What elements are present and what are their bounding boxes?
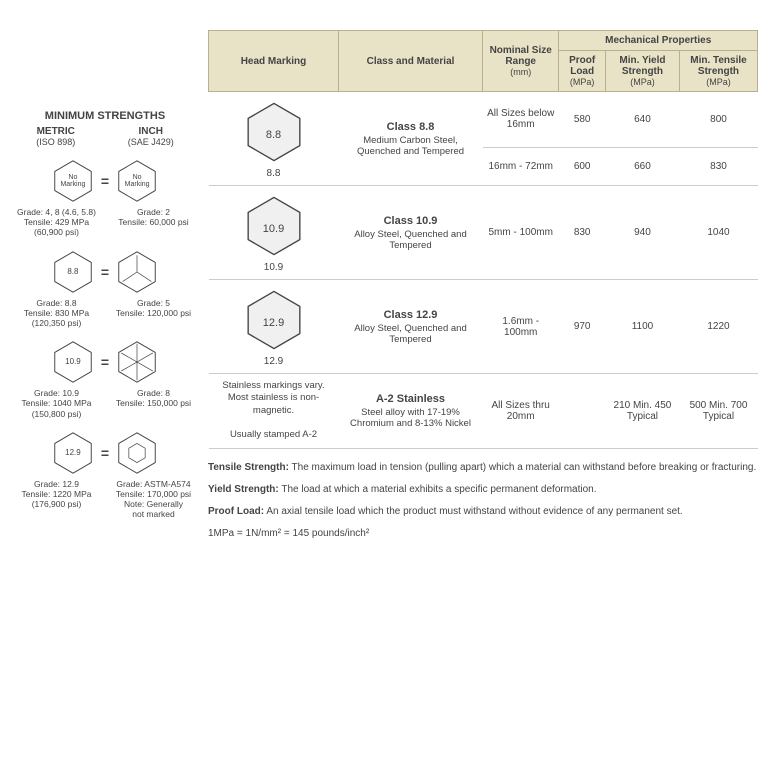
yield-cell: 210 Min. 450 Typical — [605, 374, 679, 449]
size-cell: 16mm - 72mm — [483, 147, 559, 185]
yield-cell: 640 — [605, 92, 679, 148]
th-head-marking: Head Marking — [209, 31, 339, 92]
class-cell: Class 12.9Alloy Steel, Quenched and Temp… — [339, 280, 483, 374]
hex-icon — [113, 338, 161, 386]
hex-icon — [113, 429, 161, 477]
table-row: Stainless markings vary. Most stainless … — [209, 374, 758, 449]
comparison-row: 12.9= — [10, 429, 200, 477]
head-marking-cell: 10.910.9 — [209, 186, 339, 280]
proof-cell: 600 — [559, 147, 606, 185]
hex-icon: 10.9 — [49, 338, 97, 386]
th-mech: Mechanical Properties — [559, 31, 758, 51]
yield-cell: 660 — [605, 147, 679, 185]
tensile-cell: 1040 — [679, 186, 757, 280]
comparison-row: 10.9= — [10, 338, 200, 386]
head-marking-cell: 8.88.8 — [209, 92, 339, 186]
table-row: 10.910.9Class 10.9Alloy Steel, Quenched … — [209, 186, 758, 280]
hex-icon: No Marking — [113, 157, 161, 205]
th-yield: Min. Yield Strength(MPa) — [605, 51, 679, 92]
hex-icon: 12.9 — [49, 429, 97, 477]
tensile-cell: 1220 — [679, 280, 757, 374]
yield-cell: 940 — [605, 186, 679, 280]
proof-cell: 830 — [559, 186, 606, 280]
class-cell: Class 8.8Medium Carbon Steel, Quenched a… — [339, 92, 483, 186]
left-title: MINIMUM STRENGTHS — [10, 110, 200, 122]
th-size: Nominal Size Range(mm) — [483, 31, 559, 92]
size-cell: 5mm - 100mm — [483, 186, 559, 280]
class-cell: Class 10.9Alloy Steel, Quenched and Temp… — [339, 186, 483, 280]
th-tensile: Min. Tensile Strength(MPa) — [679, 51, 757, 92]
inch-std: INCH — [128, 126, 174, 137]
yield-cell: 1100 — [605, 280, 679, 374]
proof-cell: 970 — [559, 280, 606, 374]
strength-table: Head Marking Class and Material Nominal … — [208, 30, 758, 449]
table-row: 12.912.9Class 12.9Alloy Steel, Quenched … — [209, 280, 758, 374]
proof-cell: 580 — [559, 92, 606, 148]
size-cell: All Sizes below 16mm — [483, 92, 559, 148]
class-cell: A-2 StainlessSteel alloy with 17-19% Chr… — [339, 374, 483, 449]
table-row: 8.88.8Class 8.8Medium Carbon Steel, Quen… — [209, 92, 758, 148]
hex-icon: 8.8 — [49, 248, 97, 296]
size-cell: All Sizes thru 20mm — [483, 374, 559, 449]
hex-icon — [113, 248, 161, 296]
metric-std: METRIC — [36, 126, 75, 137]
th-proof: Proof Load(MPa) — [559, 51, 606, 92]
tensile-cell: 830 — [679, 147, 757, 185]
hex-icon: 12.9 — [240, 286, 308, 354]
th-class: Class and Material — [339, 31, 483, 92]
minimum-strengths-panel: MINIMUM STRENGTHS METRIC (ISO 898) INCH … — [10, 30, 200, 549]
tensile-cell: 800 — [679, 92, 757, 148]
head-marking-cell: Stainless markings vary. Most stainless … — [209, 374, 339, 449]
size-cell: 1.6mm - 100mm — [483, 280, 559, 374]
hex-icon: 10.9 — [240, 192, 308, 260]
comparison-row: 8.8= — [10, 248, 200, 296]
tensile-cell: 500 Min. 700 Typical — [679, 374, 757, 449]
proof-cell — [559, 374, 606, 449]
comparison-row: No Marking=No Marking — [10, 157, 200, 205]
hex-icon: No Marking — [49, 157, 97, 205]
hex-icon: 8.8 — [240, 98, 308, 166]
definitions: Tensile Strength: The maximum load in te… — [208, 461, 758, 541]
head-marking-cell: 12.912.9 — [209, 280, 339, 374]
